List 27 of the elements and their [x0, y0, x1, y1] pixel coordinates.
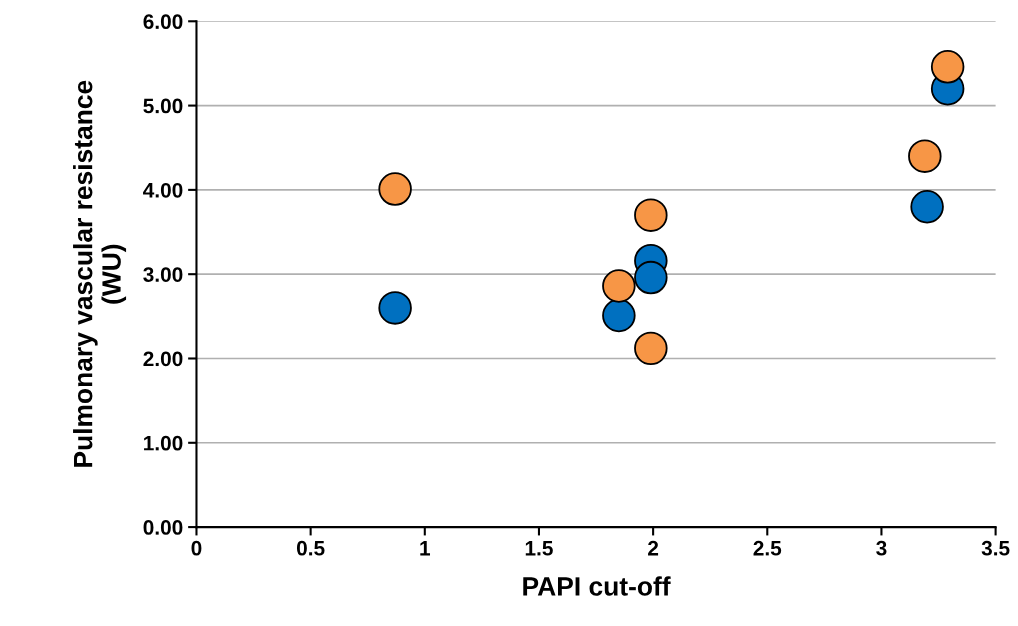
x-tick-label: 2.5: [753, 540, 782, 556]
point: [602, 298, 636, 333]
y-tick-label: 0.00: [143, 520, 183, 535]
y-tick-label: 5.00: [143, 98, 183, 114]
x-tick-label: 0.5: [296, 540, 325, 556]
x-tick-label: 3: [876, 540, 887, 556]
y-axis-title: Pulmonary vascular resistance (WU): [73, 80, 127, 467]
y-tick-label: 3.00: [143, 267, 183, 282]
x-tick-label: 0: [191, 540, 202, 556]
x-tick-label: 3.5: [981, 540, 1010, 556]
point: [634, 260, 668, 295]
y-tick-label: 6.00: [143, 14, 183, 30]
point: [634, 198, 668, 232]
y-tick-label: 1.00: [144, 435, 183, 451]
point: [930, 50, 965, 84]
x-tick-label: 2: [648, 540, 659, 556]
point: [910, 190, 944, 224]
point: [634, 331, 668, 366]
x-axis-title: PAPI cut-off: [523, 576, 671, 596]
y-tick-label: 4.00: [143, 182, 183, 198]
x-tick-label: 1.5: [525, 541, 553, 556]
y-tick-label: 2.00: [143, 351, 183, 367]
point: [378, 172, 412, 206]
x-tick-label: 1: [420, 541, 431, 556]
point: [378, 291, 412, 325]
point: [602, 269, 636, 303]
point: [908, 139, 942, 173]
